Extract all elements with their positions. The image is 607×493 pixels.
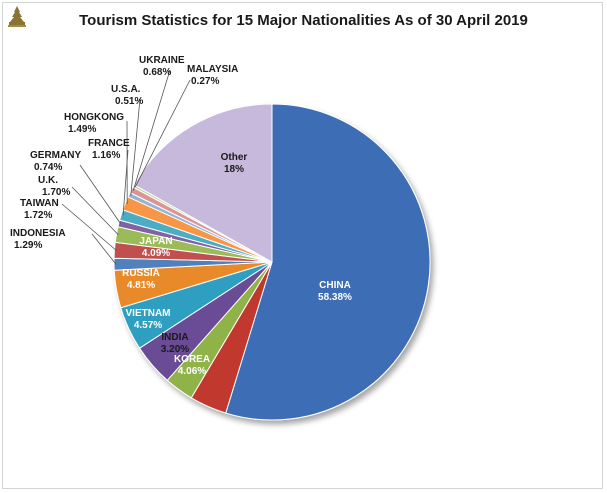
slice-label-india: INDIA <box>161 332 188 343</box>
chart-title: Tourism Statistics for 15 Major National… <box>79 12 528 29</box>
leader-line-taiwan <box>61 203 117 251</box>
slice-label-taiwan: TAIWAN <box>20 198 59 209</box>
leader-line-ukraine <box>132 69 171 191</box>
pie-slice-china <box>225 103 431 421</box>
slice-value-u-k: 1.70% <box>42 187 70 198</box>
slice-label-france: FRANCE <box>88 138 130 149</box>
slice-value-other: 18% <box>224 164 244 175</box>
slice-label-japan: JAPAN <box>139 236 172 247</box>
leader-line-malaysia <box>134 79 191 188</box>
leader-line-u-s-a <box>130 98 141 196</box>
slice-label-china: CHINA <box>319 280 351 291</box>
slice-label-hongkong: HONGKONG <box>64 112 124 123</box>
slice-value-france: 1.16% <box>92 150 120 161</box>
slice-value-hongkong: 1.49% <box>68 124 96 135</box>
slice-value-russia: 4.81% <box>127 280 155 291</box>
slice-label-indonesia: INDONESIA <box>10 228 66 239</box>
slice-label-vietnam: VIETNAM <box>126 308 171 319</box>
slice-value-malaysia: 0.27% <box>191 76 219 87</box>
leader-line-germany <box>79 164 122 225</box>
slice-value-india: 3.20% <box>161 344 189 355</box>
slice-value-korea: 4.06% <box>178 366 206 377</box>
slice-value-vietnam: 4.57% <box>134 320 162 331</box>
slice-label-other: Other <box>221 152 248 163</box>
slice-label-ukraine: UKRAINE <box>139 55 185 66</box>
slice-label-russia: RUSSIA <box>122 268 160 279</box>
slice-value-china: 58.38% <box>318 292 352 303</box>
slice-label-germany: GERMANY <box>30 150 81 161</box>
slice-label-malaysia: MALAYSIA <box>187 64 238 75</box>
slice-value-ukraine: 0.68% <box>143 67 171 78</box>
slice-value-indonesia: 1.29% <box>14 240 42 251</box>
leader-line-u-k <box>71 186 119 236</box>
slice-value-taiwan: 1.72% <box>24 210 52 221</box>
leader-line-indonesia <box>91 233 117 265</box>
slice-value-japan: 4.09% <box>142 248 170 259</box>
slice-label-u-k: U.K. <box>38 175 58 186</box>
slice-label-u-s-a: U.S.A. <box>111 84 141 95</box>
slice-label-korea: KOREA <box>174 354 210 365</box>
slice-value-germany: 0.74% <box>34 162 62 173</box>
logo-icon <box>8 6 26 27</box>
slice-value-u-s-a: 0.51% <box>115 96 143 107</box>
pie-slice-other <box>133 103 273 263</box>
